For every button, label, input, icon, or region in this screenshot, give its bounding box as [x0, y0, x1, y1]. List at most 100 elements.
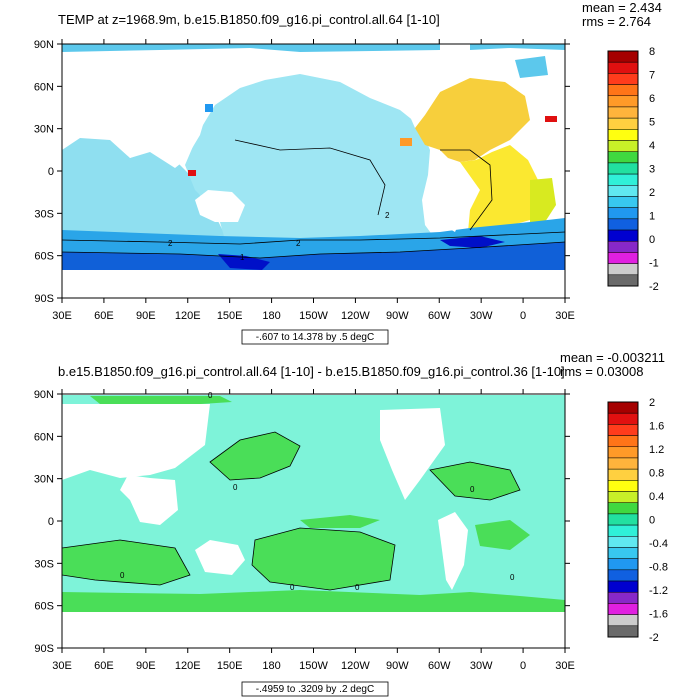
- panel2-rms: rms = 0.03008: [560, 364, 643, 379]
- colorbar-swatch: [607, 274, 639, 287]
- colorbar-swatch: [607, 457, 639, 470]
- colorbar-swatch: [607, 435, 639, 448]
- panel1-info-box: [241, 329, 389, 345]
- panel1-colorbar: 8 7 6 5 4 3 2 1 0 -1 -2: [607, 46, 659, 293]
- colorbar-label: -0.4: [649, 538, 668, 550]
- panel1-map: 2 2 2 1: [61, 44, 566, 270]
- x-tick-label: 120W: [341, 660, 370, 672]
- p2-contour-1: [209, 431, 301, 481]
- x-tick-label: 30E: [52, 310, 72, 322]
- colorbar-swatch: [607, 173, 639, 186]
- x-tick-label: 150W: [299, 660, 328, 672]
- x-tick-label: 60W: [428, 310, 451, 322]
- colorbar-swatch: [607, 129, 639, 141]
- x-tick-label: 120E: [175, 660, 201, 672]
- x-tick-label: 30W: [470, 310, 493, 322]
- p1-contour-label-1: 2: [385, 211, 390, 220]
- colorbar-label: 2: [649, 187, 655, 199]
- p2-land-antarctica: [62, 612, 565, 648]
- y-tick-label: 30N: [34, 124, 54, 136]
- colorbar-swatch: [607, 106, 639, 119]
- y-tick-label: 90S: [34, 643, 54, 655]
- p1-barents: [515, 56, 548, 78]
- p1-land-australia: [195, 190, 245, 222]
- panel2-map: 0 0 0 0 0 0 0: [61, 391, 565, 648]
- colorbar-label: 8: [649, 46, 655, 58]
- x-tick-label: 30W: [470, 660, 493, 672]
- p1-atlantic-trop: [460, 145, 540, 232]
- y-tick-label: 60S: [34, 601, 54, 613]
- colorbar-swatch: [607, 603, 639, 615]
- p2-contour-label-1: 0: [233, 483, 238, 492]
- colorbar-swatch: [607, 240, 639, 253]
- y-tick-label: 0: [48, 516, 54, 528]
- colorbar-swatch: [607, 218, 639, 231]
- panel1-axes: 30E 60E 90E 120E 150E 180 150W 120W 90W 60W 30W 0 30…: [34, 39, 575, 322]
- colorbar-swatch: [607, 513, 639, 526]
- x-tick-label: 60E: [94, 660, 114, 672]
- x-tick-label: 150E: [217, 660, 243, 672]
- y-tick-label: 30S: [34, 208, 54, 220]
- panel1-mean: mean = 2.434: [582, 0, 662, 15]
- colorbar-swatch: [607, 401, 639, 414]
- colorbar-swatch: [607, 491, 639, 503]
- p2-green-south: [62, 590, 565, 612]
- p1-contour-label-2: 2: [168, 239, 173, 248]
- colorbar-label: 5: [649, 117, 655, 129]
- panel-temperature: TEMP at z=1968.9m, b.e15.B1850.f09_g16.p…: [34, 0, 662, 345]
- x-tick-label: 90W: [386, 310, 409, 322]
- colorbar-label: -1.2: [649, 585, 668, 597]
- colorbar-swatch: [607, 524, 639, 537]
- p2-arctic: [90, 396, 232, 406]
- p1-contour-1: [234, 139, 386, 216]
- colorbar-swatch: [607, 558, 639, 571]
- y-tick-label: 0: [48, 166, 54, 178]
- x-tick-label: 150W: [299, 310, 328, 322]
- p1-indian: [62, 138, 225, 240]
- y-tick-label: 60N: [34, 81, 54, 93]
- x-tick-label: 90W: [386, 660, 409, 672]
- panel2-info-box: [241, 681, 389, 697]
- p2-contour-label-6: 0: [470, 485, 475, 494]
- colorbar-swatch: [607, 95, 639, 108]
- p1-atlantic-south: [530, 178, 556, 222]
- colorbar-frame: [607, 401, 639, 638]
- x-tick-label: 150E: [217, 310, 243, 322]
- p1-land-africa: [125, 110, 205, 168]
- colorbar-swatch: [607, 591, 639, 604]
- colorbar-label: 1.6: [649, 421, 664, 433]
- colorbar-swatch: [607, 536, 639, 548]
- colorbar-swatch: [607, 252, 639, 264]
- p1-atlantic: [415, 78, 530, 162]
- colorbar-label: 0: [649, 515, 655, 527]
- colorbar-swatch: [607, 84, 639, 97]
- colorbar-label: -2: [649, 632, 659, 644]
- p2-contour-label-7: 0: [208, 391, 213, 400]
- x-tick-label: 120E: [175, 310, 201, 322]
- y-tick-label: 30S: [34, 558, 54, 570]
- p1-arctic-2: [470, 44, 565, 50]
- colorbar-swatch: [607, 229, 639, 242]
- p1-blob: [205, 104, 213, 112]
- colorbar-label: 6: [649, 93, 655, 105]
- colorbar-swatch: [607, 502, 639, 515]
- x-tick-label: 180: [262, 660, 280, 672]
- p1-southern-deep: [62, 242, 565, 270]
- p1-contour-label-3: 2: [296, 239, 301, 248]
- colorbar-swatch: [607, 196, 639, 208]
- panel2-colorbar: 2 1.6 1.2 0.8 0.4 0 -0.4 -0.8 -1.2 -1.6 -2: [607, 397, 668, 644]
- colorbar-swatch: [607, 625, 639, 638]
- p1-land-samerica: [438, 165, 468, 232]
- panel2-axes: 30E 60E 90E 120E 150E 180 150W 120W 90W 60W 30W 0 30…: [34, 389, 575, 672]
- y-tick-label: 30N: [34, 474, 54, 486]
- p1-red-sea: [188, 170, 196, 176]
- colorbar-label: 0.8: [649, 468, 664, 480]
- colorbar-swatch: [607, 207, 639, 220]
- colorbar-label: 0.4: [649, 491, 664, 503]
- p1-contour-3: [61, 241, 566, 259]
- y-tick-label: 60N: [34, 431, 54, 443]
- p1-arctic: [62, 44, 440, 52]
- p2-green-spac: [252, 528, 395, 590]
- p1-contour-2: [61, 231, 566, 245]
- p2-green-npac: [210, 432, 300, 480]
